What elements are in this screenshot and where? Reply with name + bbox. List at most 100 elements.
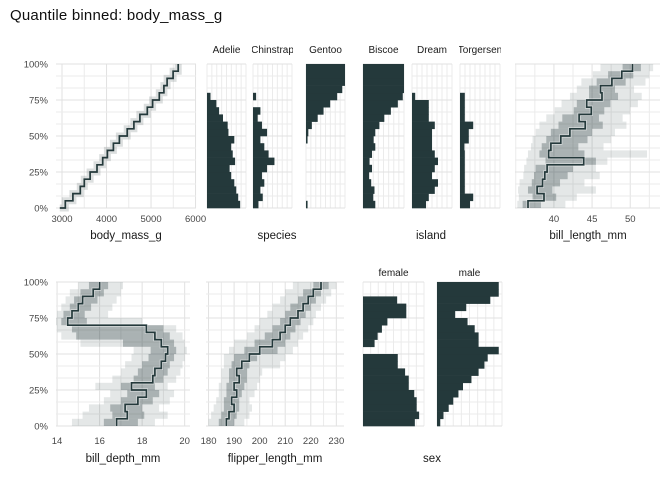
median-step-line [527, 64, 634, 208]
proportion-bar [437, 390, 459, 398]
outer-quantile-band [112, 375, 177, 383]
proportion-bar [363, 179, 372, 187]
chart-title: Quantile binned: body_mass_g [10, 7, 223, 24]
proportion-bar [363, 339, 375, 348]
proportion-bar [460, 179, 465, 187]
outer-quantile-band [223, 354, 286, 362]
proportion-bar [412, 128, 432, 137]
proportion-bar [412, 164, 435, 173]
proportion-bar [460, 164, 465, 173]
outer-quantile-band [292, 282, 337, 290]
facet-label: female [378, 268, 408, 279]
proportion-bar [437, 303, 467, 312]
outer-quantile-band [234, 339, 298, 347]
x-tick-label: 230 [328, 436, 344, 447]
proportion-bar [207, 157, 236, 166]
proportion-bar [253, 107, 261, 115]
y-tick-label: 75% [29, 96, 49, 107]
proportion-bar [363, 418, 415, 427]
proportion-bar [207, 136, 235, 144]
proportion-bar [363, 107, 391, 115]
proportion-bar [437, 332, 479, 340]
x-tick-label: 50 [625, 214, 636, 225]
y-tick-label: 0% [34, 204, 48, 215]
median-step-line [225, 282, 322, 426]
outer-quantile-band [57, 325, 177, 333]
proportion-bar [437, 404, 449, 412]
proportion-bar [460, 121, 474, 130]
inner-quantile-band [254, 339, 286, 347]
outer-quantile-band [535, 128, 615, 136]
outer-quantile-band [61, 332, 183, 340]
x-tick-label: 3000 [51, 214, 72, 225]
proportion-bar [437, 411, 444, 420]
proportion-bar [253, 128, 268, 137]
axis-title: species [258, 230, 297, 242]
inner-quantile-band [76, 332, 170, 340]
inner-quantile-band [576, 100, 611, 108]
proportion-bar [253, 121, 262, 130]
proportion-bar [207, 121, 228, 130]
proportion-bar [306, 71, 345, 79]
inner-quantile-band [535, 164, 573, 172]
axis-title: island [416, 230, 446, 242]
outer-quantile-band [546, 114, 623, 122]
proportion-bar [363, 85, 404, 94]
inner-quantile-band [541, 143, 579, 151]
proportion-bar [363, 186, 375, 194]
proportion-bar [363, 121, 380, 130]
proportion-bar [306, 128, 309, 137]
proportion-bar [412, 143, 432, 151]
x-tick-label: 210 [277, 436, 293, 447]
proportion-bar [363, 200, 376, 209]
proportion-bar [363, 368, 406, 376]
proportion-bar [412, 150, 435, 158]
y-tick-label: 25% [29, 168, 49, 179]
proportion-bar [460, 186, 465, 194]
proportion-bar [363, 100, 398, 108]
proportion-bar [306, 92, 338, 101]
outer-quantile-band [518, 193, 577, 201]
proportion-bar [437, 346, 499, 355]
proportion-bar [363, 92, 403, 101]
facet-label: Torgersen [458, 45, 502, 56]
inner-quantile-band [142, 361, 170, 369]
proportion-bar [363, 157, 370, 166]
outer-quantile-band [221, 368, 263, 376]
outer-quantile-band [576, 85, 635, 93]
outer-quantile-band [69, 289, 121, 297]
outer-quantile-band [532, 136, 612, 144]
outer-quantile-band [518, 186, 596, 194]
proportion-bar [363, 143, 376, 151]
inner-quantile-band [103, 418, 138, 426]
proportion-bar [363, 303, 407, 312]
outer-quantile-band [65, 296, 117, 304]
proportion-bar [306, 200, 308, 209]
proportion-bar [306, 121, 312, 130]
proportion-bar [412, 92, 416, 101]
proportion-bar [437, 310, 456, 319]
proportion-bar [460, 172, 465, 180]
y-tick-label: 25% [29, 386, 49, 397]
inner-quantile-band [74, 296, 98, 304]
y-tick-label: 100% [24, 278, 49, 289]
axis-title: body_mass_g [90, 230, 162, 242]
proportion-bar [363, 64, 404, 72]
proportion-bar [306, 136, 308, 144]
outer-quantile-band [285, 289, 332, 297]
x-tick-label: 4000 [96, 214, 117, 225]
x-tick-label: 14 [52, 436, 63, 447]
outer-quantile-band [254, 325, 309, 333]
inner-quantile-band [522, 200, 541, 208]
proportion-bar [253, 114, 258, 122]
proportion-bar [363, 136, 374, 144]
outer-quantile-band [517, 200, 566, 208]
proportion-bar [460, 107, 465, 115]
proportion-bar [253, 200, 259, 209]
proportion-bar [460, 200, 470, 209]
proportion-bar [207, 200, 241, 209]
proportion-bar [207, 150, 233, 158]
inner-quantile-band [133, 375, 164, 383]
x-tick-label: 200 [252, 436, 268, 447]
